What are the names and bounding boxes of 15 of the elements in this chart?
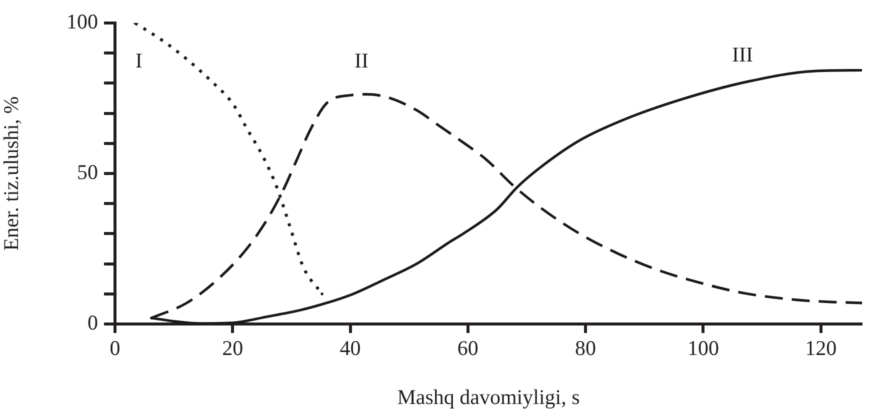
x-tick-label: 80 bbox=[575, 336, 596, 360]
x-tick-label: 20 bbox=[222, 336, 244, 360]
x-tick-label: 0 bbox=[110, 336, 120, 360]
series-label: II bbox=[354, 48, 369, 73]
y-axis-title: Ener. tiz.ulushi, % bbox=[0, 96, 24, 251]
y-tick-label: 50 bbox=[77, 160, 98, 184]
x-tick-label: 100 bbox=[687, 336, 719, 360]
series-label: III bbox=[732, 42, 753, 67]
series-label: I bbox=[135, 48, 142, 73]
x-axis-title: Mashq davomiyligi, s bbox=[397, 384, 580, 409]
x-tick-label: 120 bbox=[805, 336, 837, 360]
x-tick-label: 60 bbox=[457, 336, 478, 360]
y-tick-label: 0 bbox=[88, 310, 98, 335]
y-tick-label: 100 bbox=[66, 10, 98, 34]
x-tick-label: 40 bbox=[340, 336, 361, 360]
